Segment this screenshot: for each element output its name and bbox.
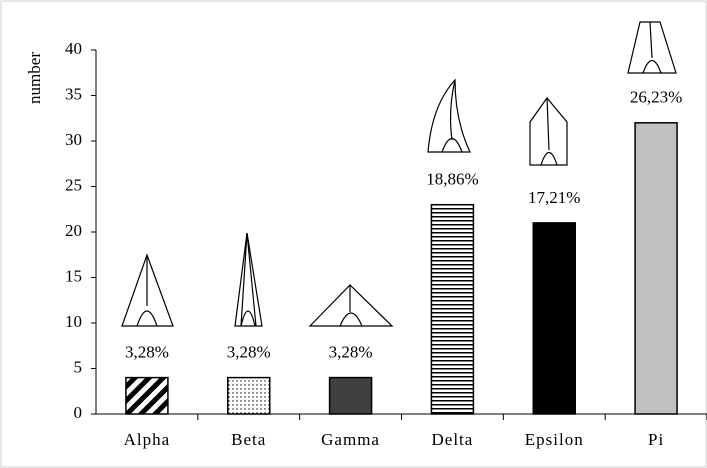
- x-tick-label: Alpha: [124, 430, 171, 449]
- y-tick-label: 35: [65, 84, 82, 103]
- y-tick-label: 15: [65, 266, 82, 285]
- x-tick-label: Beta: [231, 430, 266, 449]
- y-tick-label: 25: [65, 175, 82, 194]
- y-tick-label: 10: [65, 312, 82, 331]
- bar: [532, 222, 576, 415]
- annotation: 3,28%: [329, 343, 373, 362]
- annotation: 26,23%: [630, 88, 682, 107]
- y-tick-label: 20: [65, 221, 82, 240]
- y-tick-label: 30: [65, 130, 82, 149]
- x-tick-label: Pi: [648, 430, 664, 449]
- bar: [328, 376, 373, 415]
- annotation: 18,86%: [426, 170, 478, 189]
- annotation: 17,21%: [528, 188, 580, 207]
- bar: [430, 203, 475, 415]
- annotation: 3,28%: [227, 343, 271, 362]
- x-tick-label: Delta: [432, 430, 474, 449]
- x-tick-label: Epsilon: [525, 430, 584, 449]
- bar: [125, 376, 169, 415]
- y-axis-label: number: [25, 52, 44, 104]
- x-tick-label: Gamma: [321, 430, 380, 449]
- point-icons: [121, 21, 677, 327]
- y-tick-label: 40: [65, 39, 82, 58]
- annotation: 3,28%: [125, 343, 169, 362]
- y-tick-label: 5: [74, 357, 83, 376]
- bar: [634, 122, 678, 415]
- y-tick-label: 0: [74, 403, 83, 422]
- bar: [227, 376, 271, 415]
